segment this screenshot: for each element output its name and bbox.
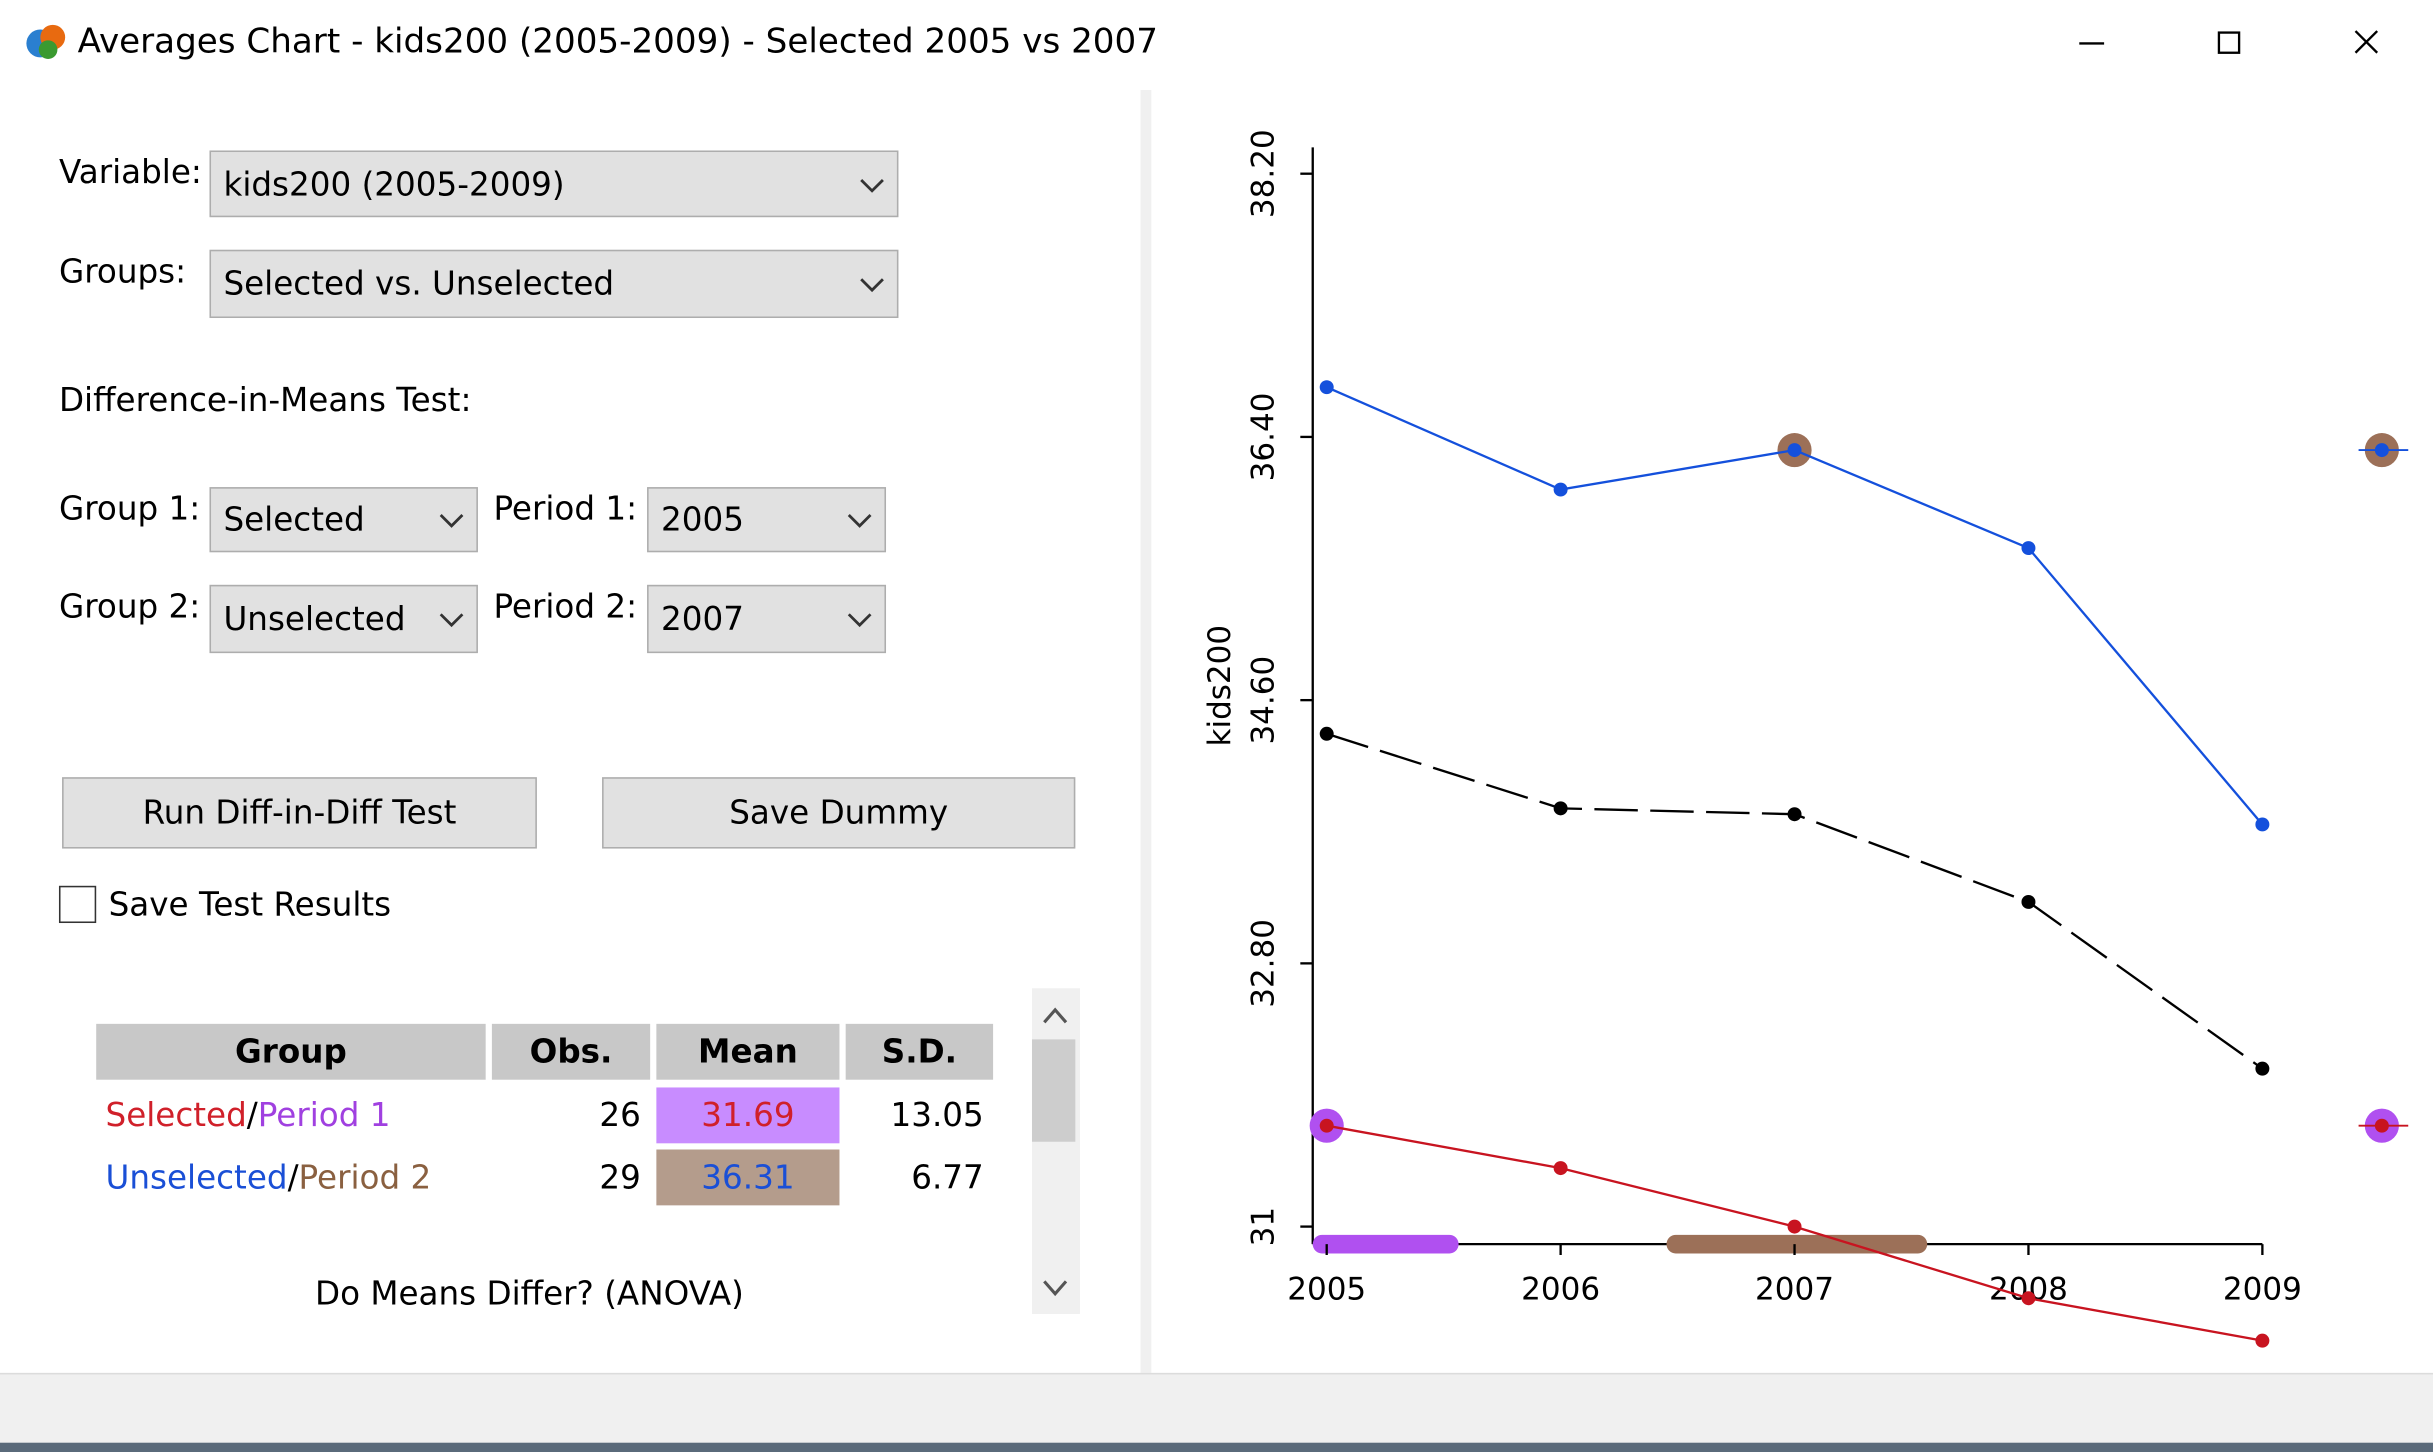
table-header: S.D. <box>845 1023 994 1080</box>
dropdown-value: Unselected <box>223 600 406 638</box>
table-header: Group <box>96 1023 486 1080</box>
period-name: Period 1 <box>257 1096 391 1135</box>
window-controls[interactable] <box>2064 22 2405 69</box>
data-point <box>2255 817 2270 832</box>
table-cell: Unselected/Period 2 <box>106 1150 432 1206</box>
y-tick-label: 32.80 <box>1246 919 1282 1008</box>
label: Period 1: <box>493 490 638 528</box>
data-point <box>1553 1161 1568 1176</box>
scrollbar[interactable] <box>1031 988 1080 1314</box>
dropdown-value: Selected vs. Unselected <box>223 265 615 303</box>
y-tick-label: 36.40 <box>1246 393 1282 482</box>
x-tick-label: 2005 <box>1287 1272 1366 1308</box>
section-heading: Difference-in-Means Test: <box>58 381 472 419</box>
dropdown[interactable]: kids200 (2005-2009) <box>209 150 899 218</box>
selection-marker <box>2374 443 2389 458</box>
label: Group 2: <box>58 587 201 626</box>
table-cell: 36.31 <box>656 1149 840 1206</box>
y-tick-label: 34.60 <box>1246 656 1282 745</box>
series-line <box>1326 732 2264 1070</box>
data-point <box>1319 1118 1334 1133</box>
label: Groups: <box>58 252 187 291</box>
data-point <box>2021 894 2036 909</box>
dropdown-value: 2005 <box>661 501 744 539</box>
data-point <box>1553 801 1568 816</box>
data-point <box>2021 1291 2036 1306</box>
data-point <box>1787 1219 1802 1234</box>
desktop-edge <box>0 1442 2433 1452</box>
separator: / <box>287 1158 299 1197</box>
y-tick-label: 38.20 <box>1246 129 1282 218</box>
group-name: Selected <box>105 1096 247 1135</box>
table-cell: 29 <box>599 1158 641 1197</box>
x-tick-label: 2009 <box>2223 1272 2302 1308</box>
dropdown[interactable]: Selected <box>209 487 478 553</box>
group-name: Unselected <box>105 1158 288 1197</box>
dropdown[interactable]: 2005 <box>647 487 887 553</box>
separator: / <box>246 1096 258 1135</box>
dropdown[interactable]: Selected vs. Unselected <box>209 249 899 319</box>
y-axis-label: kids200 <box>1202 625 1238 747</box>
y-tick-label: 31 <box>1246 1207 1282 1246</box>
data-point <box>1553 482 1568 497</box>
label: Period 2: <box>493 587 638 626</box>
anova-label: Do Means Differ? (ANOVA) <box>314 1275 744 1313</box>
table-cell: 26 <box>599 1096 641 1135</box>
data-point <box>2021 541 2036 556</box>
checkbox-label: Save Test Results <box>108 885 392 924</box>
button[interactable]: Run Diff-in-Diff Test <box>62 777 537 849</box>
data-point <box>1319 380 1334 395</box>
table-header: Mean <box>656 1023 840 1080</box>
table-header: Obs. <box>491 1023 651 1080</box>
button[interactable]: Save Dummy <box>602 777 1076 849</box>
table-cell: 6.77 <box>911 1158 984 1197</box>
dropdown-value: 2007 <box>661 600 744 638</box>
data-point <box>1787 443 1802 458</box>
data-point <box>2255 1333 2270 1348</box>
x-tick-label: 2006 <box>1521 1272 1600 1308</box>
dropdown[interactable]: Unselected <box>209 584 478 654</box>
dropdown-value: Selected <box>223 501 365 539</box>
dropdown[interactable]: 2007 <box>647 584 887 654</box>
dropdown-value: kids200 (2005-2009) <box>223 165 565 203</box>
data-point <box>1319 726 1334 741</box>
checkbox[interactable] <box>58 885 97 924</box>
splitter[interactable] <box>1140 89 1152 1375</box>
label: Variable: <box>58 153 202 191</box>
window-title: Averages Chart - kids200 (2005-2009) - S… <box>77 23 1158 63</box>
period-name: Period 2 <box>298 1158 432 1197</box>
data-point <box>2255 1061 2270 1076</box>
app-icon <box>26 24 66 59</box>
table-cell: Selected/Period 1 <box>106 1087 391 1143</box>
table-cell: 13.05 <box>890 1096 984 1135</box>
x-tick-label: 2007 <box>1755 1272 1834 1308</box>
status-bar <box>0 1372 2433 1445</box>
selection-marker <box>2374 1118 2389 1133</box>
table-cell: 31.69 <box>656 1087 840 1144</box>
data-point <box>1787 807 1802 822</box>
label: Group 1: <box>58 490 201 528</box>
